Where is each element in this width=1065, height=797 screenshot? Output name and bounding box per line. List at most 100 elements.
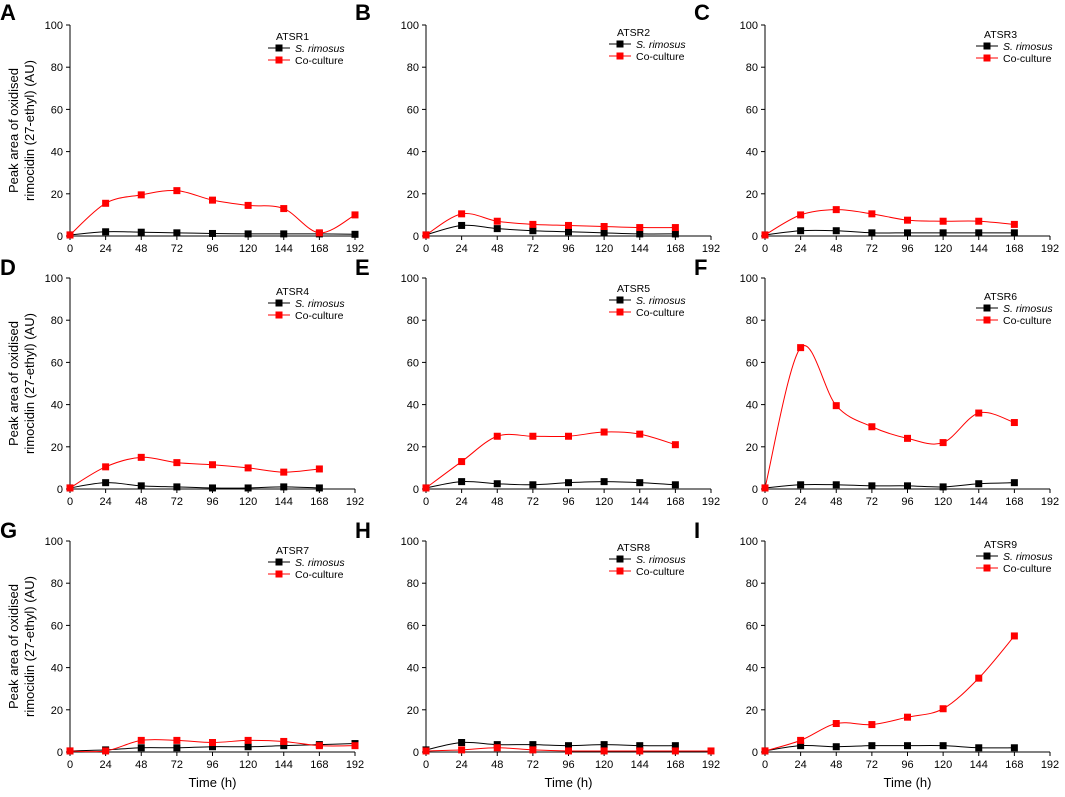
x-tick-label: 96 bbox=[901, 496, 913, 508]
legend-title: ATSR5 bbox=[617, 283, 650, 295]
x-tick-label: 96 bbox=[901, 759, 913, 771]
x-tick-label: 72 bbox=[171, 496, 183, 508]
data-point-srimosus bbox=[600, 478, 608, 486]
data-point-coculture bbox=[832, 402, 840, 410]
x-tick-label: 192 bbox=[1041, 243, 1059, 255]
y-tick-label: 80 bbox=[51, 315, 63, 327]
panel-c: C 0 20 40 60 80 100 0 24 48 72 96 120 144 168 192 ATSR3S… bbox=[694, 0, 1059, 255]
data-point-coculture bbox=[636, 224, 644, 232]
y-tick-label: 80 bbox=[407, 578, 419, 590]
y-axis-title: Peak area of oxidisedrimocidin (27-ethyl… bbox=[6, 313, 37, 454]
data-point-srimosus bbox=[137, 228, 145, 236]
legend-label: Co-culture bbox=[295, 569, 344, 581]
x-tick-label: 168 bbox=[310, 243, 328, 255]
x-tick-label: 168 bbox=[666, 759, 684, 771]
data-point-coculture bbox=[904, 434, 911, 442]
y-tick-label: 60 bbox=[51, 620, 63, 632]
legend-label: S. rimosus bbox=[636, 554, 686, 566]
data-point-coculture bbox=[137, 191, 145, 199]
legend-label: S. rimosus bbox=[295, 298, 345, 310]
x-tick-label: 192 bbox=[702, 243, 720, 255]
y-tick-label: 40 bbox=[407, 147, 419, 159]
y-tick-label: 100 bbox=[740, 273, 758, 285]
x-tick-label: 48 bbox=[830, 243, 842, 255]
data-point-coculture bbox=[244, 464, 252, 472]
data-point-srimosus bbox=[939, 229, 947, 237]
data-point-srimosus bbox=[1010, 744, 1018, 752]
panel-letter: G bbox=[0, 518, 17, 543]
data-point-srimosus bbox=[868, 229, 876, 237]
data-point-coculture bbox=[600, 223, 608, 231]
data-point-coculture bbox=[975, 217, 983, 225]
data-point-srimosus bbox=[832, 743, 840, 751]
x-tick-label: 0 bbox=[423, 759, 429, 771]
y-axis-title-line: Peak area of oxidised bbox=[6, 584, 21, 709]
x-tick-label: 96 bbox=[901, 243, 913, 255]
legend-swatch-marker bbox=[275, 570, 283, 578]
x-tick-label: 168 bbox=[1005, 496, 1023, 508]
x-tick-label: 144 bbox=[631, 243, 649, 255]
legend-title: ATSR2 bbox=[617, 27, 650, 39]
data-point-coculture bbox=[280, 737, 288, 745]
data-point-coculture bbox=[600, 747, 608, 755]
data-point-coculture bbox=[315, 229, 323, 237]
data-point-srimosus bbox=[244, 484, 252, 492]
data-point-srimosus bbox=[173, 483, 181, 491]
x-tick-label: 192 bbox=[702, 496, 720, 508]
panel-letter: E bbox=[355, 255, 370, 280]
y-tick-label: 80 bbox=[51, 578, 63, 590]
data-point-coculture bbox=[797, 211, 805, 219]
data-point-srimosus bbox=[636, 230, 644, 238]
x-axis-title: Time (h) bbox=[884, 775, 932, 790]
legend-label: S. rimosus bbox=[1003, 303, 1053, 315]
y-tick-label: 60 bbox=[51, 357, 63, 369]
x-axis-title: Time (h) bbox=[189, 775, 237, 790]
data-point-srimosus bbox=[975, 744, 983, 752]
legend-swatch-marker bbox=[983, 316, 991, 324]
legend-swatch-marker bbox=[983, 552, 991, 560]
y-tick-label: 0 bbox=[752, 747, 758, 759]
y-tick-label: 20 bbox=[746, 705, 758, 717]
data-point-srimosus bbox=[458, 221, 466, 229]
y-tick-label: 100 bbox=[401, 536, 419, 548]
panel-letter: D bbox=[0, 255, 16, 280]
data-point-coculture bbox=[761, 747, 769, 755]
x-tick-label: 48 bbox=[491, 496, 503, 508]
data-point-srimosus bbox=[280, 483, 288, 491]
legend-swatch-marker bbox=[616, 52, 624, 60]
y-tick-label: 60 bbox=[407, 357, 419, 369]
data-point-coculture bbox=[671, 747, 679, 755]
data-point-srimosus bbox=[600, 229, 608, 237]
data-point-srimosus bbox=[671, 481, 679, 489]
x-tick-label: 0 bbox=[423, 496, 429, 508]
y-tick-label: 60 bbox=[51, 104, 63, 116]
data-point-srimosus bbox=[939, 483, 947, 491]
legend-title: ATSR9 bbox=[984, 539, 1017, 551]
legend-swatch-marker bbox=[616, 567, 624, 575]
data-point-coculture bbox=[137, 453, 145, 461]
y-axis-title-line: Peak area of oxidised bbox=[6, 68, 21, 193]
x-tick-label: 96 bbox=[206, 759, 218, 771]
legend-label: Co-culture bbox=[295, 55, 344, 67]
data-point-coculture bbox=[173, 736, 181, 744]
data-point-coculture bbox=[351, 211, 359, 219]
data-point-srimosus bbox=[173, 744, 181, 752]
x-tick-label: 48 bbox=[830, 759, 842, 771]
legend-swatch-marker bbox=[275, 558, 283, 566]
x-tick-label: 72 bbox=[527, 243, 539, 255]
x-tick-label: 120 bbox=[239, 759, 257, 771]
y-tick-label: 40 bbox=[407, 400, 419, 412]
y-tick-label: 20 bbox=[51, 442, 63, 454]
data-point-srimosus bbox=[244, 230, 252, 238]
y-tick-label: 0 bbox=[752, 231, 758, 243]
y-tick-label: 40 bbox=[51, 663, 63, 675]
data-point-srimosus bbox=[636, 742, 644, 750]
data-point-coculture bbox=[868, 423, 876, 431]
data-point-coculture bbox=[458, 746, 466, 754]
data-point-srimosus bbox=[458, 739, 466, 747]
legend-label: Co-culture bbox=[1003, 53, 1052, 65]
data-point-coculture bbox=[975, 674, 983, 682]
